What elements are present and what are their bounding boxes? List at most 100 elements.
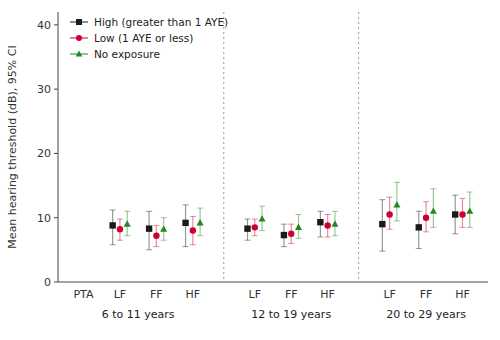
error-bar bbox=[317, 211, 323, 237]
error-cap bbox=[110, 210, 116, 211]
error-cap bbox=[387, 197, 393, 198]
y-tick-label: 40 bbox=[37, 19, 51, 32]
point bbox=[288, 231, 294, 237]
point bbox=[252, 224, 258, 230]
error-cap bbox=[124, 235, 130, 236]
legend-marker bbox=[76, 35, 82, 41]
point bbox=[197, 219, 204, 225]
y-axis-line bbox=[58, 12, 59, 282]
error-cap bbox=[467, 227, 473, 228]
error-bar bbox=[197, 208, 203, 236]
error-cap bbox=[332, 235, 338, 236]
x-tick-label: FF bbox=[150, 288, 163, 301]
error-cap bbox=[296, 238, 302, 239]
error-cap bbox=[281, 246, 287, 247]
error-cap bbox=[153, 246, 159, 247]
x-tick-label: HF bbox=[455, 288, 470, 301]
error-bar bbox=[183, 205, 189, 247]
error-bar bbox=[452, 195, 458, 234]
point bbox=[259, 215, 266, 221]
group-separator bbox=[358, 12, 359, 282]
x-axis-line bbox=[58, 282, 488, 283]
point bbox=[124, 220, 131, 226]
point bbox=[317, 219, 323, 225]
point bbox=[386, 211, 392, 217]
legend: High (greater than 1 AYE)Low (1 AYE or l… bbox=[70, 16, 228, 60]
x-tick-label: LF bbox=[249, 288, 261, 301]
group-label: 20 to 29 years bbox=[386, 308, 466, 321]
error-cap bbox=[332, 211, 338, 212]
y-tick bbox=[54, 217, 58, 218]
error-cap bbox=[146, 249, 152, 250]
point bbox=[160, 225, 167, 231]
error-bar bbox=[459, 198, 465, 227]
error-cap bbox=[379, 199, 385, 200]
error-cap bbox=[430, 188, 436, 189]
error-cap bbox=[416, 211, 422, 212]
point bbox=[423, 215, 429, 221]
error-bar bbox=[394, 182, 400, 221]
error-cap bbox=[117, 219, 123, 220]
error-bar bbox=[252, 219, 258, 236]
x-tick-label: HF bbox=[320, 288, 335, 301]
error-cap bbox=[325, 214, 331, 215]
x-tick-label: LF bbox=[383, 288, 395, 301]
group-separator bbox=[223, 12, 224, 282]
error-cap bbox=[430, 227, 436, 228]
error-bar bbox=[110, 210, 116, 245]
error-cap bbox=[183, 204, 189, 205]
error-cap bbox=[416, 248, 422, 249]
error-bar bbox=[190, 216, 196, 244]
error-cap bbox=[394, 182, 400, 183]
error-cap bbox=[296, 214, 302, 215]
error-bar bbox=[244, 219, 250, 240]
error-cap bbox=[317, 237, 323, 238]
point bbox=[324, 222, 330, 228]
error-cap bbox=[423, 231, 429, 232]
marks bbox=[109, 182, 473, 251]
point bbox=[452, 211, 458, 217]
error-bar bbox=[296, 215, 302, 239]
y-tick bbox=[54, 89, 58, 90]
group-label: 6 to 11 years bbox=[102, 308, 175, 321]
axes: 010203040PTALFFFHFLFFFHFLFFFHF bbox=[37, 12, 488, 301]
x-tick-label: FF bbox=[420, 288, 433, 301]
point bbox=[153, 233, 159, 239]
error-cap bbox=[153, 225, 159, 226]
point bbox=[393, 201, 400, 207]
point bbox=[295, 224, 302, 230]
error-cap bbox=[459, 227, 465, 228]
point bbox=[331, 220, 338, 226]
y-tick-label: 30 bbox=[37, 83, 51, 96]
point bbox=[430, 207, 437, 213]
error-cap bbox=[387, 229, 393, 230]
legend-label: Low (1 AYE or less) bbox=[94, 32, 193, 44]
legend-label: No exposure bbox=[94, 48, 160, 60]
error-cap bbox=[197, 208, 203, 209]
series bbox=[109, 195, 458, 251]
error-cap bbox=[190, 244, 196, 245]
error-cap bbox=[325, 237, 331, 238]
point bbox=[281, 232, 287, 238]
error-cap bbox=[146, 211, 152, 212]
y-tick bbox=[54, 153, 58, 154]
point bbox=[244, 225, 250, 231]
error-cap bbox=[459, 198, 465, 199]
x-tick-label: LF bbox=[114, 288, 126, 301]
y-tick bbox=[54, 282, 58, 283]
point bbox=[109, 222, 115, 228]
x-tick-label: PTA bbox=[73, 288, 93, 301]
y-tick-label: 20 bbox=[37, 147, 51, 160]
error-bar bbox=[281, 224, 287, 247]
error-cap bbox=[117, 240, 123, 241]
error-bar bbox=[146, 211, 152, 250]
y-axis-label: Mean hearing threshold (dB), 95% CI bbox=[6, 45, 19, 248]
error-bar bbox=[325, 215, 331, 238]
error-cap bbox=[183, 246, 189, 247]
error-cap bbox=[190, 216, 196, 217]
chart: 010203040PTALFFFHFLFFFHFLFFFHFMean heari… bbox=[0, 0, 500, 340]
error-bar bbox=[288, 224, 294, 243]
legend-marker bbox=[76, 50, 83, 56]
error-bar bbox=[430, 189, 436, 228]
error-cap bbox=[288, 243, 294, 244]
